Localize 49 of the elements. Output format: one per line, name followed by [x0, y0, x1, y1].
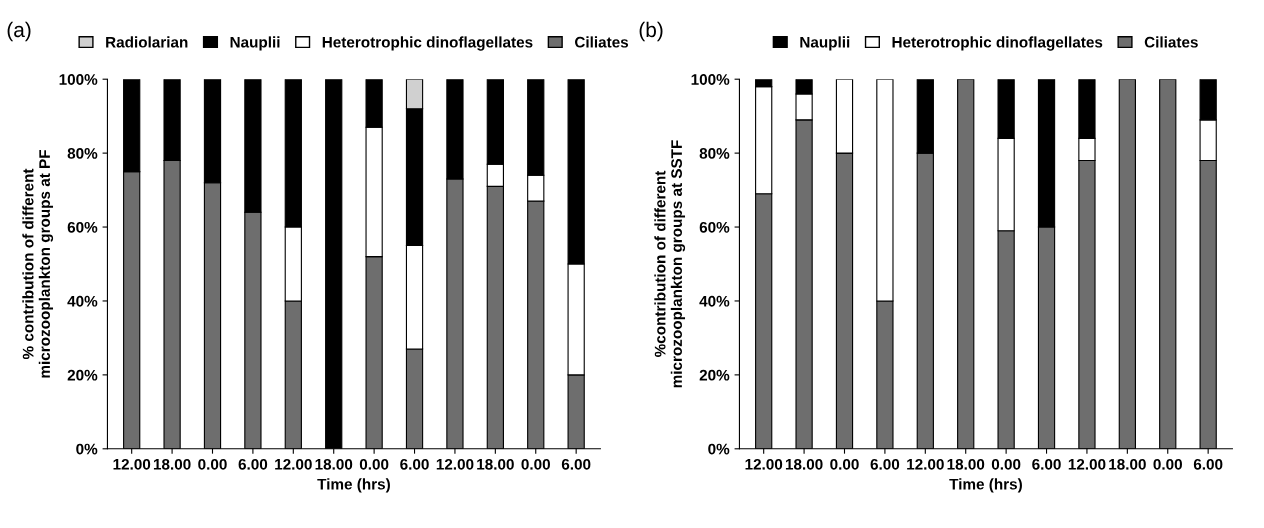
x-tick-label: 6.00 [870, 458, 900, 470]
legend-label: Ciliates [1144, 36, 1198, 48]
x-tick-label: 12.00 [436, 458, 474, 470]
x-tick-label: 12.00 [1068, 458, 1106, 470]
x-tick-label: 0.00 [830, 458, 859, 470]
x-tick-label: 12.00 [745, 458, 783, 470]
y-tick-label: 40% [699, 295, 730, 307]
legend-label: Nauplii [800, 36, 850, 51]
y-tick-label: 80% [67, 147, 98, 159]
y-tick-label: 60% [699, 221, 730, 233]
y-tick-label: 60% [67, 221, 98, 233]
y-tick-label: 0% [76, 443, 98, 455]
y-tick-label: 80% [699, 147, 730, 159]
x-tick-label: 12.00 [275, 458, 312, 470]
x-tick-label: 18.00 [947, 458, 985, 470]
legend-label: Radiolarian [106, 36, 188, 48]
y-axis-title: % contribution of different microzooplankton groups at PF [22, 149, 54, 378]
y-tick-label: 100% [59, 74, 98, 85]
x-tick-label: 18.00 [477, 458, 514, 470]
x-tick-label: 0.00 [359, 458, 389, 470]
x-tick-label: 6.00 [1032, 458, 1061, 470]
y-tick-label: 40% [67, 295, 98, 307]
text: (a) [7, 21, 31, 42]
text: (b) [639, 21, 663, 42]
x-tick-label: 0.00 [521, 458, 550, 470]
x-tick-label: 0.00 [198, 458, 227, 470]
y-tick-label: 20% [67, 369, 98, 381]
y-axis-title: %contribution of different microzooplankton groups at SSTF [654, 140, 686, 388]
x-tick-label: 0.00 [991, 458, 1021, 470]
legend-label: Ciliates [574, 36, 629, 48]
x-tick-label: 6.00 [1193, 458, 1223, 470]
x-axis-title: Time (hrs) [317, 478, 390, 493]
x-tick-label: 6.00 [561, 458, 591, 470]
x-tick-label: 12.00 [113, 458, 151, 470]
x-tick-label: 18.00 [153, 458, 191, 470]
x-tick-label: 6.00 [400, 458, 429, 470]
x-tick-label: 18.00 [1109, 458, 1146, 470]
x-axis-title: Time (hrs) [949, 478, 1022, 493]
x-tick-label: 0.00 [1153, 458, 1182, 470]
legend-label: Heterotrophic dinoflagellates [892, 36, 1103, 51]
y-tick-label: 0% [708, 443, 730, 455]
x-tick-label: 6.00 [238, 458, 268, 470]
y-tick-label: 100% [691, 74, 730, 85]
x-tick-label: 12.00 [907, 458, 944, 470]
x-tick-label: 18.00 [785, 458, 823, 470]
x-tick-label: 18.00 [315, 458, 353, 470]
legend-label: Nauplii [230, 36, 280, 51]
legend-label: Heterotrophic dinoflagellates [322, 36, 533, 51]
y-tick-label: 20% [699, 369, 730, 381]
